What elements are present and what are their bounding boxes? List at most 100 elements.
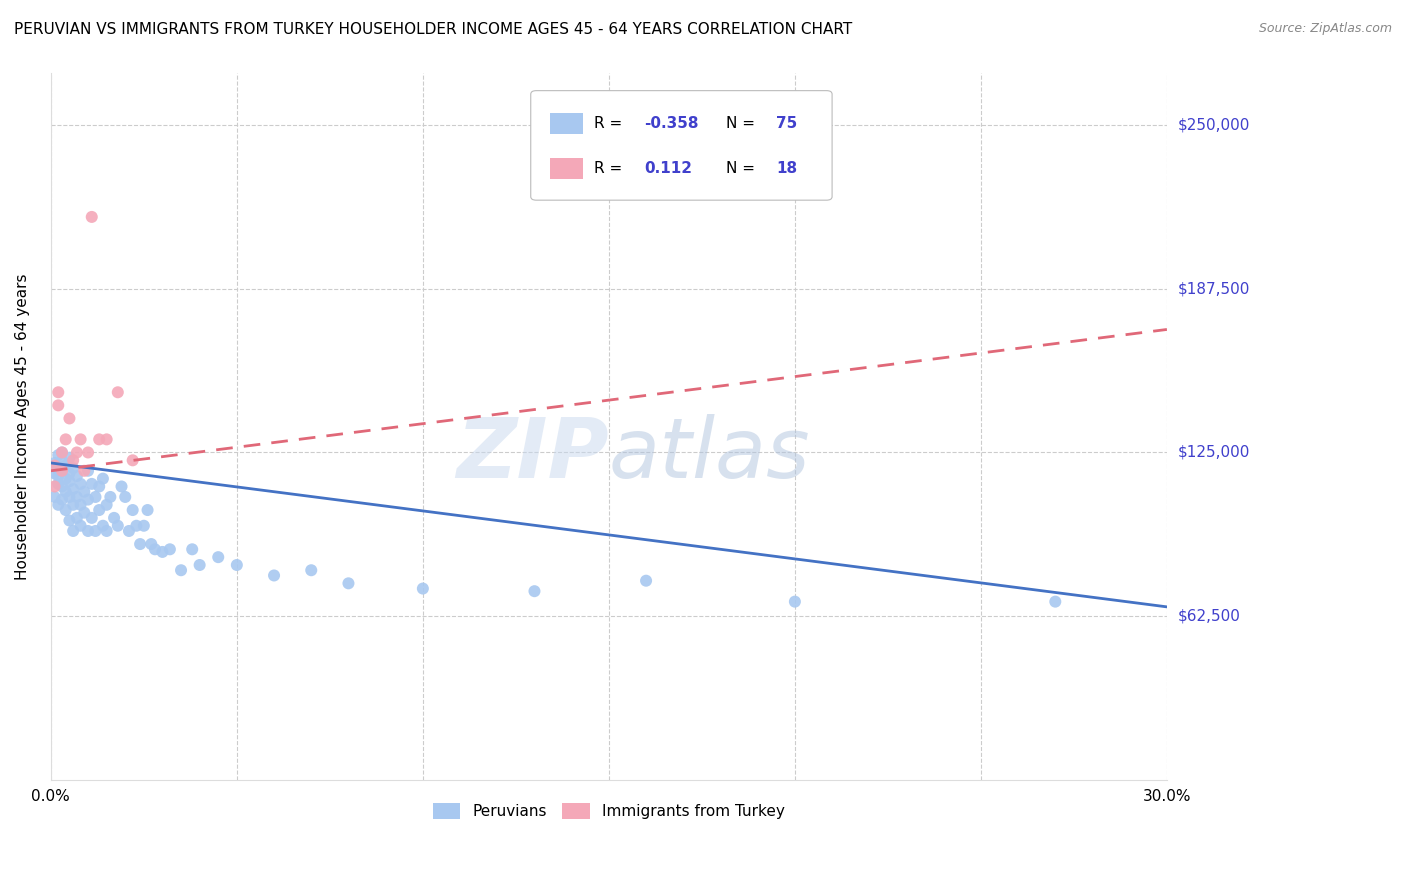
Point [98, 490, 121, 504]
Point [107, 518, 129, 533]
Point [62, 524, 84, 538]
Point [523, 584, 546, 599]
Point [51, 492, 73, 507]
Text: R =: R = [595, 161, 627, 176]
Point [46, 385, 69, 400]
Point [66, 469, 89, 483]
Point [69, 518, 91, 533]
Point [62, 453, 84, 467]
Point [66, 490, 89, 504]
Point [58, 467, 80, 481]
Point [44, 490, 66, 504]
Point [58, 475, 80, 489]
Point [51, 445, 73, 459]
Point [46, 469, 69, 483]
Point [77, 492, 100, 507]
Text: 0.112: 0.112 [644, 161, 693, 176]
Text: $250,000: $250,000 [1178, 118, 1250, 133]
Point [225, 558, 247, 572]
FancyBboxPatch shape [550, 158, 583, 179]
Point [44, 456, 66, 470]
Point [55, 458, 77, 473]
Point [132, 518, 155, 533]
Point [69, 433, 91, 447]
Point [46, 498, 69, 512]
Point [58, 514, 80, 528]
Point [58, 490, 80, 504]
Point [159, 542, 181, 557]
Point [55, 503, 77, 517]
Text: -0.358: -0.358 [644, 116, 699, 131]
Point [1045, 594, 1067, 608]
Point [46, 398, 69, 412]
Point [181, 542, 204, 557]
Point [55, 484, 77, 499]
Point [96, 498, 118, 512]
Point [103, 511, 125, 525]
Point [69, 498, 91, 512]
Point [207, 550, 229, 565]
Point [77, 464, 100, 478]
Point [46, 448, 69, 462]
Point [96, 524, 118, 538]
Point [58, 411, 80, 425]
Point [69, 476, 91, 491]
Point [188, 558, 211, 572]
Point [44, 467, 66, 481]
Point [80, 511, 103, 525]
Point [62, 498, 84, 512]
Text: R =: R = [595, 116, 627, 131]
Point [91, 518, 114, 533]
Text: atlas: atlas [609, 414, 810, 495]
Text: ZIP: ZIP [457, 414, 609, 495]
Point [55, 433, 77, 447]
Point [66, 445, 89, 459]
Point [263, 568, 285, 582]
Point [141, 537, 163, 551]
Point [46, 461, 69, 475]
Point [51, 464, 73, 478]
Point [129, 537, 152, 551]
Point [121, 503, 143, 517]
Point [66, 511, 89, 525]
Point [136, 503, 159, 517]
Point [412, 582, 434, 596]
Text: $187,500: $187,500 [1178, 281, 1250, 296]
Point [51, 445, 73, 459]
Point [73, 506, 96, 520]
Text: Source: ZipAtlas.com: Source: ZipAtlas.com [1258, 22, 1392, 36]
Point [121, 453, 143, 467]
Point [91, 472, 114, 486]
Text: N =: N = [725, 161, 759, 176]
Point [55, 472, 77, 486]
Point [62, 482, 84, 496]
Point [118, 524, 141, 538]
Point [80, 476, 103, 491]
Point [170, 563, 193, 577]
Point [152, 545, 174, 559]
Point [143, 542, 166, 557]
Point [46, 476, 69, 491]
Legend: Peruvians, Immigrants from Turkey: Peruvians, Immigrants from Turkey [426, 797, 792, 825]
Point [96, 433, 118, 447]
Y-axis label: Householder Income Ages 45 - 64 years: Householder Income Ages 45 - 64 years [15, 273, 30, 580]
Point [114, 490, 136, 504]
Point [636, 574, 658, 588]
Text: $125,000: $125,000 [1178, 445, 1250, 460]
Point [73, 484, 96, 499]
Point [58, 450, 80, 465]
Point [77, 524, 100, 538]
Point [73, 464, 96, 478]
Point [84, 490, 107, 504]
Point [84, 524, 107, 538]
Point [125, 518, 148, 533]
Point [51, 479, 73, 493]
Point [51, 464, 73, 478]
Point [89, 433, 111, 447]
Point [110, 479, 132, 493]
Point [77, 445, 100, 459]
Text: N =: N = [725, 116, 759, 131]
Text: 18: 18 [776, 161, 797, 176]
Text: $62,500: $62,500 [1178, 608, 1241, 624]
Point [107, 385, 129, 400]
